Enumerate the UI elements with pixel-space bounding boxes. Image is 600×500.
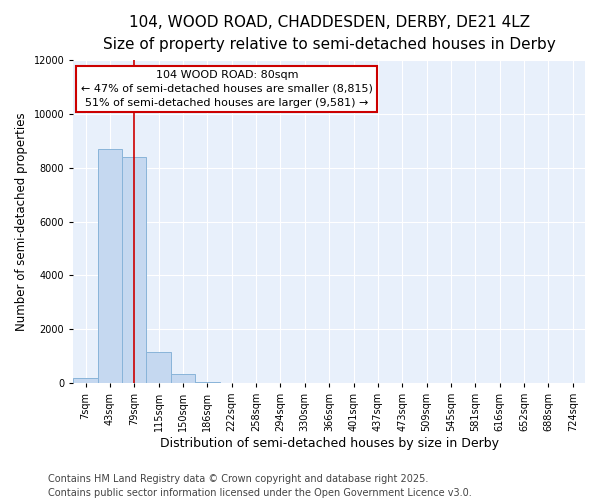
Y-axis label: Number of semi-detached properties: Number of semi-detached properties	[15, 112, 28, 331]
Bar	[195, 382, 220, 383]
Bar	[146, 352, 171, 383]
Bar	[122, 157, 146, 383]
Bar	[98, 149, 122, 383]
Title: 104, WOOD ROAD, CHADDESDEN, DERBY, DE21 4LZ
Size of property relative to semi-de: 104, WOOD ROAD, CHADDESDEN, DERBY, DE21 …	[103, 15, 556, 52]
Bar	[171, 374, 195, 383]
Text: Contains HM Land Registry data © Crown copyright and database right 2025.
Contai: Contains HM Land Registry data © Crown c…	[48, 474, 472, 498]
X-axis label: Distribution of semi-detached houses by size in Derby: Distribution of semi-detached houses by …	[160, 437, 499, 450]
Text: 104 WOOD ROAD: 80sqm
← 47% of semi-detached houses are smaller (8,815)
51% of se: 104 WOOD ROAD: 80sqm ← 47% of semi-detac…	[81, 70, 373, 108]
Bar	[73, 378, 98, 383]
